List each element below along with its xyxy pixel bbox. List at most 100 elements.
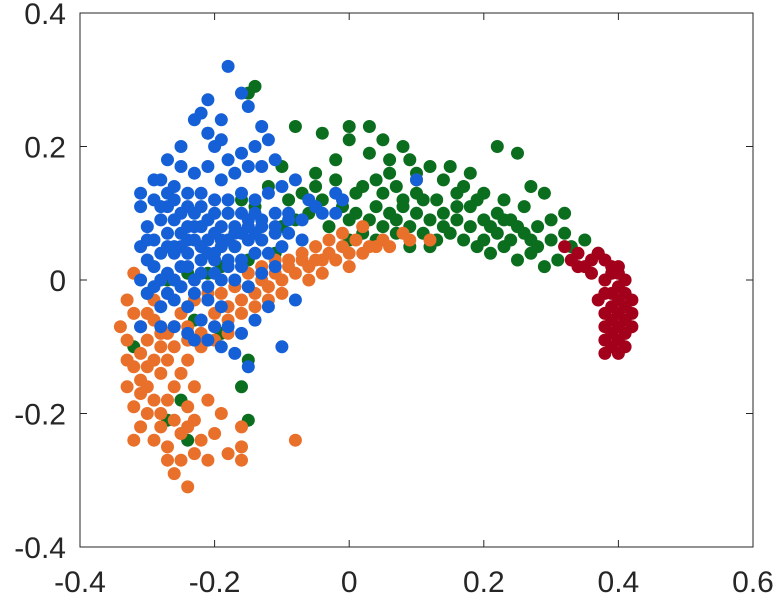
data-point (288, 266, 302, 280)
data-point (255, 220, 269, 234)
data-point (134, 387, 148, 400)
data-point (167, 213, 181, 227)
data-point (261, 133, 275, 147)
data-point (208, 320, 222, 334)
data-point (329, 173, 343, 187)
data-point (235, 380, 248, 394)
data-point (275, 240, 289, 254)
data-point (403, 233, 417, 247)
data-point (167, 293, 181, 307)
data-point (457, 180, 471, 193)
data-point (248, 140, 262, 153)
data-point (167, 413, 181, 427)
data-point (120, 353, 134, 367)
data-point (181, 400, 195, 414)
data-point (161, 393, 174, 407)
data-point (154, 213, 168, 227)
data-point (571, 260, 585, 274)
data-point (140, 286, 154, 300)
data-point (591, 293, 605, 307)
data-point (268, 153, 282, 167)
data-point (342, 246, 356, 260)
data-point (497, 213, 511, 227)
data-point (261, 280, 275, 294)
data-point (167, 273, 181, 287)
data-point (134, 200, 148, 214)
data-point (463, 166, 477, 180)
data-point (436, 220, 450, 234)
points-layer (113, 59, 639, 494)
data-point (201, 280, 215, 294)
data-point (167, 180, 181, 193)
plot-area-frame (79, 12, 754, 548)
data-point (329, 253, 343, 267)
data-point (288, 173, 302, 187)
data-point (295, 233, 309, 247)
data-point (154, 420, 168, 434)
data-point (329, 153, 343, 167)
data-point (342, 120, 356, 133)
data-point (423, 233, 437, 247)
data-point (342, 213, 356, 227)
data-point (578, 233, 592, 247)
data-point (140, 233, 154, 247)
data-point (423, 160, 437, 173)
data-point (288, 293, 302, 307)
x-tick-label: -0.2 (189, 566, 241, 598)
data-point (154, 273, 168, 287)
data-point (208, 266, 222, 280)
data-point (275, 180, 289, 193)
data-point (309, 253, 323, 267)
data-point (282, 253, 296, 267)
data-point (396, 200, 410, 214)
data-point (531, 220, 545, 234)
data-point (214, 340, 228, 354)
data-point (154, 340, 168, 354)
data-point (463, 200, 477, 214)
data-point (450, 200, 464, 214)
data-point (268, 260, 282, 274)
data-point (167, 467, 181, 481)
data-point (295, 246, 309, 260)
data-point (208, 206, 222, 220)
data-point (134, 346, 148, 360)
data-point (457, 233, 471, 247)
data-point (611, 260, 625, 274)
data-point (241, 360, 255, 374)
y-tick-label: 0 (49, 265, 66, 298)
data-point (261, 186, 275, 200)
data-point (315, 206, 329, 220)
data-point (194, 200, 208, 214)
data-point (436, 173, 450, 187)
data-point (161, 240, 174, 254)
data-point (369, 200, 383, 214)
data-point (235, 306, 248, 320)
data-point (235, 440, 248, 454)
data-point (598, 273, 612, 287)
data-point (558, 240, 572, 254)
data-point (511, 146, 524, 160)
data-point (127, 400, 141, 414)
data-point (194, 313, 208, 327)
data-point (349, 233, 363, 247)
data-point (295, 213, 309, 227)
data-point (134, 273, 148, 287)
data-point (416, 193, 430, 207)
data-point (477, 233, 491, 247)
data-point (201, 93, 215, 107)
data-point (181, 200, 195, 214)
data-point (201, 393, 215, 407)
data-point (356, 246, 370, 260)
axis-ticks (79, 12, 754, 548)
data-point (477, 186, 491, 200)
data-point (161, 153, 174, 167)
data-point (161, 453, 174, 467)
data-point (147, 393, 161, 407)
data-point (288, 120, 302, 133)
data-point (423, 213, 437, 227)
data-point (134, 186, 148, 200)
data-point (187, 220, 201, 234)
data-point (315, 266, 329, 280)
data-point (598, 346, 612, 360)
